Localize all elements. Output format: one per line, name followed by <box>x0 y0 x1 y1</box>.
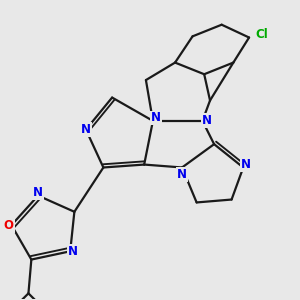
Text: Cl: Cl <box>256 28 268 41</box>
Text: N: N <box>81 123 91 136</box>
Text: N: N <box>241 158 251 171</box>
Text: N: N <box>177 168 187 181</box>
Text: N: N <box>151 111 161 124</box>
Text: N: N <box>68 245 78 258</box>
Text: N: N <box>202 114 212 128</box>
Text: N: N <box>33 186 43 199</box>
Text: O: O <box>4 219 14 232</box>
